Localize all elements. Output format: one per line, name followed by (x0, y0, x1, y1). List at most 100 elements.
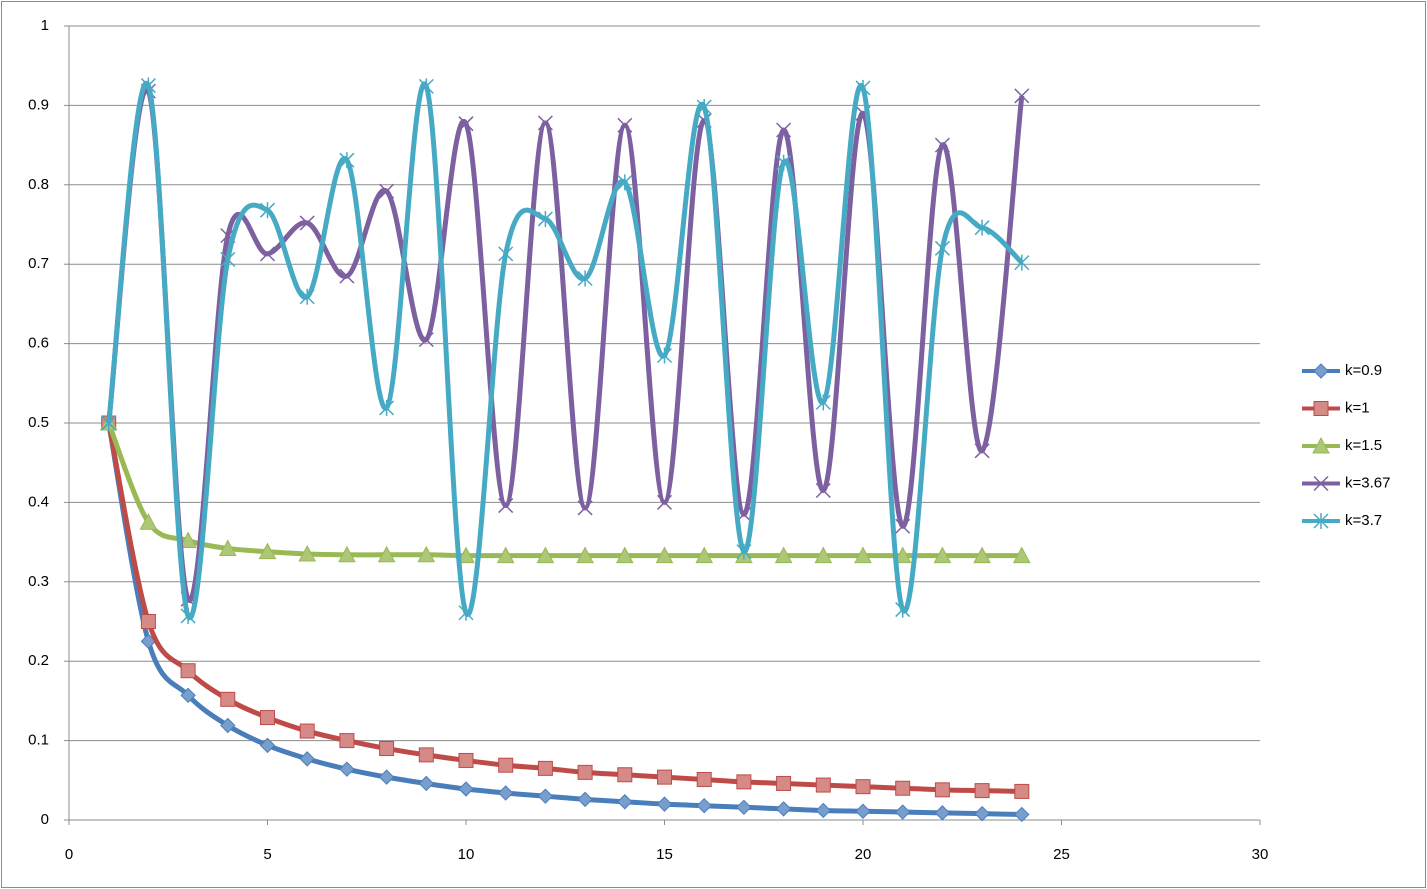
legend-marker (1313, 401, 1329, 416)
marker (418, 332, 434, 348)
marker (220, 691, 236, 707)
marker (458, 752, 474, 768)
y-tick-label: 0.1 (28, 732, 49, 749)
y-tick-label: 0.5 (28, 414, 49, 431)
marker (696, 98, 712, 115)
marker (418, 747, 434, 763)
marker (259, 202, 276, 219)
marker (537, 210, 553, 227)
x-tick-label: 20 (855, 846, 872, 863)
marker (218, 539, 237, 556)
marker (895, 601, 911, 618)
marker (299, 288, 315, 305)
marker (418, 78, 434, 95)
legend-item: k=3.7 (1302, 512, 1382, 529)
marker (1014, 806, 1030, 823)
marker (1014, 254, 1030, 271)
marker (298, 544, 317, 562)
marker (377, 545, 396, 563)
marker (496, 546, 515, 564)
marker (537, 788, 554, 804)
marker (657, 769, 672, 785)
legend-marker (1313, 475, 1329, 492)
marker (139, 513, 158, 530)
marker (776, 154, 792, 171)
legend-item: k=1 (1302, 399, 1370, 416)
marker (894, 804, 911, 820)
marker (379, 741, 395, 757)
marker (101, 415, 117, 431)
marker (815, 482, 831, 499)
marker (617, 794, 633, 810)
legend-label: k=3.67 (1345, 474, 1390, 491)
marker (656, 494, 673, 510)
marker (299, 723, 315, 739)
marker (933, 546, 952, 564)
marker (497, 785, 514, 801)
legend-item: k=3.67 (1302, 474, 1390, 491)
marker (895, 780, 911, 796)
marker (934, 240, 950, 257)
y-tick-label: 0.6 (28, 335, 49, 352)
y-tick-label: 1 (41, 17, 49, 34)
x-tick-label: 25 (1053, 846, 1070, 863)
marker (1014, 783, 1030, 799)
marker (893, 546, 912, 564)
marker (299, 215, 315, 231)
marker (536, 546, 555, 564)
marker (854, 546, 872, 564)
marker (774, 546, 793, 564)
marker (577, 270, 593, 287)
marker (379, 399, 395, 416)
legend-label: k=0.9 (1345, 362, 1382, 379)
marker (974, 805, 990, 822)
marker (696, 772, 712, 788)
marker (656, 796, 673, 812)
marker (776, 122, 792, 138)
marker (458, 604, 474, 621)
marker (457, 546, 475, 564)
marker (696, 798, 712, 814)
y-tick-label: 0.2 (28, 652, 49, 669)
marker (537, 115, 553, 131)
marker (339, 268, 355, 284)
marker (617, 117, 633, 133)
marker (934, 137, 950, 153)
marker (577, 500, 593, 516)
marker (736, 799, 752, 816)
marker (498, 757, 514, 773)
y-tick-label: 0.4 (28, 493, 49, 510)
marker (140, 77, 156, 94)
legend-marker (1312, 436, 1330, 454)
y-tick-label: 0.8 (28, 176, 49, 193)
marker (498, 245, 514, 262)
marker (736, 543, 752, 560)
y-tick-label: 0.7 (28, 255, 49, 272)
marker (259, 737, 276, 754)
marker (895, 518, 911, 534)
marker (259, 246, 276, 262)
y-tick-label: 0 (41, 811, 49, 828)
marker (815, 777, 831, 793)
marker (855, 79, 871, 96)
marker (776, 775, 792, 791)
y-tick-label: 0.3 (28, 573, 49, 590)
legend-item: k=0.9 (1302, 362, 1382, 379)
legend-marker (1313, 363, 1329, 379)
marker (775, 801, 792, 817)
marker (695, 546, 714, 564)
marker (656, 347, 673, 364)
legend-label: k=1 (1345, 399, 1370, 416)
marker (180, 607, 196, 624)
marker (974, 219, 990, 236)
marker (934, 805, 951, 821)
marker (180, 663, 196, 679)
marker (577, 764, 593, 780)
marker (339, 733, 355, 749)
x-tick-label: 30 (1252, 846, 1269, 863)
marker (973, 546, 991, 564)
marker (655, 546, 674, 564)
marker (417, 545, 436, 563)
marker (260, 710, 275, 726)
